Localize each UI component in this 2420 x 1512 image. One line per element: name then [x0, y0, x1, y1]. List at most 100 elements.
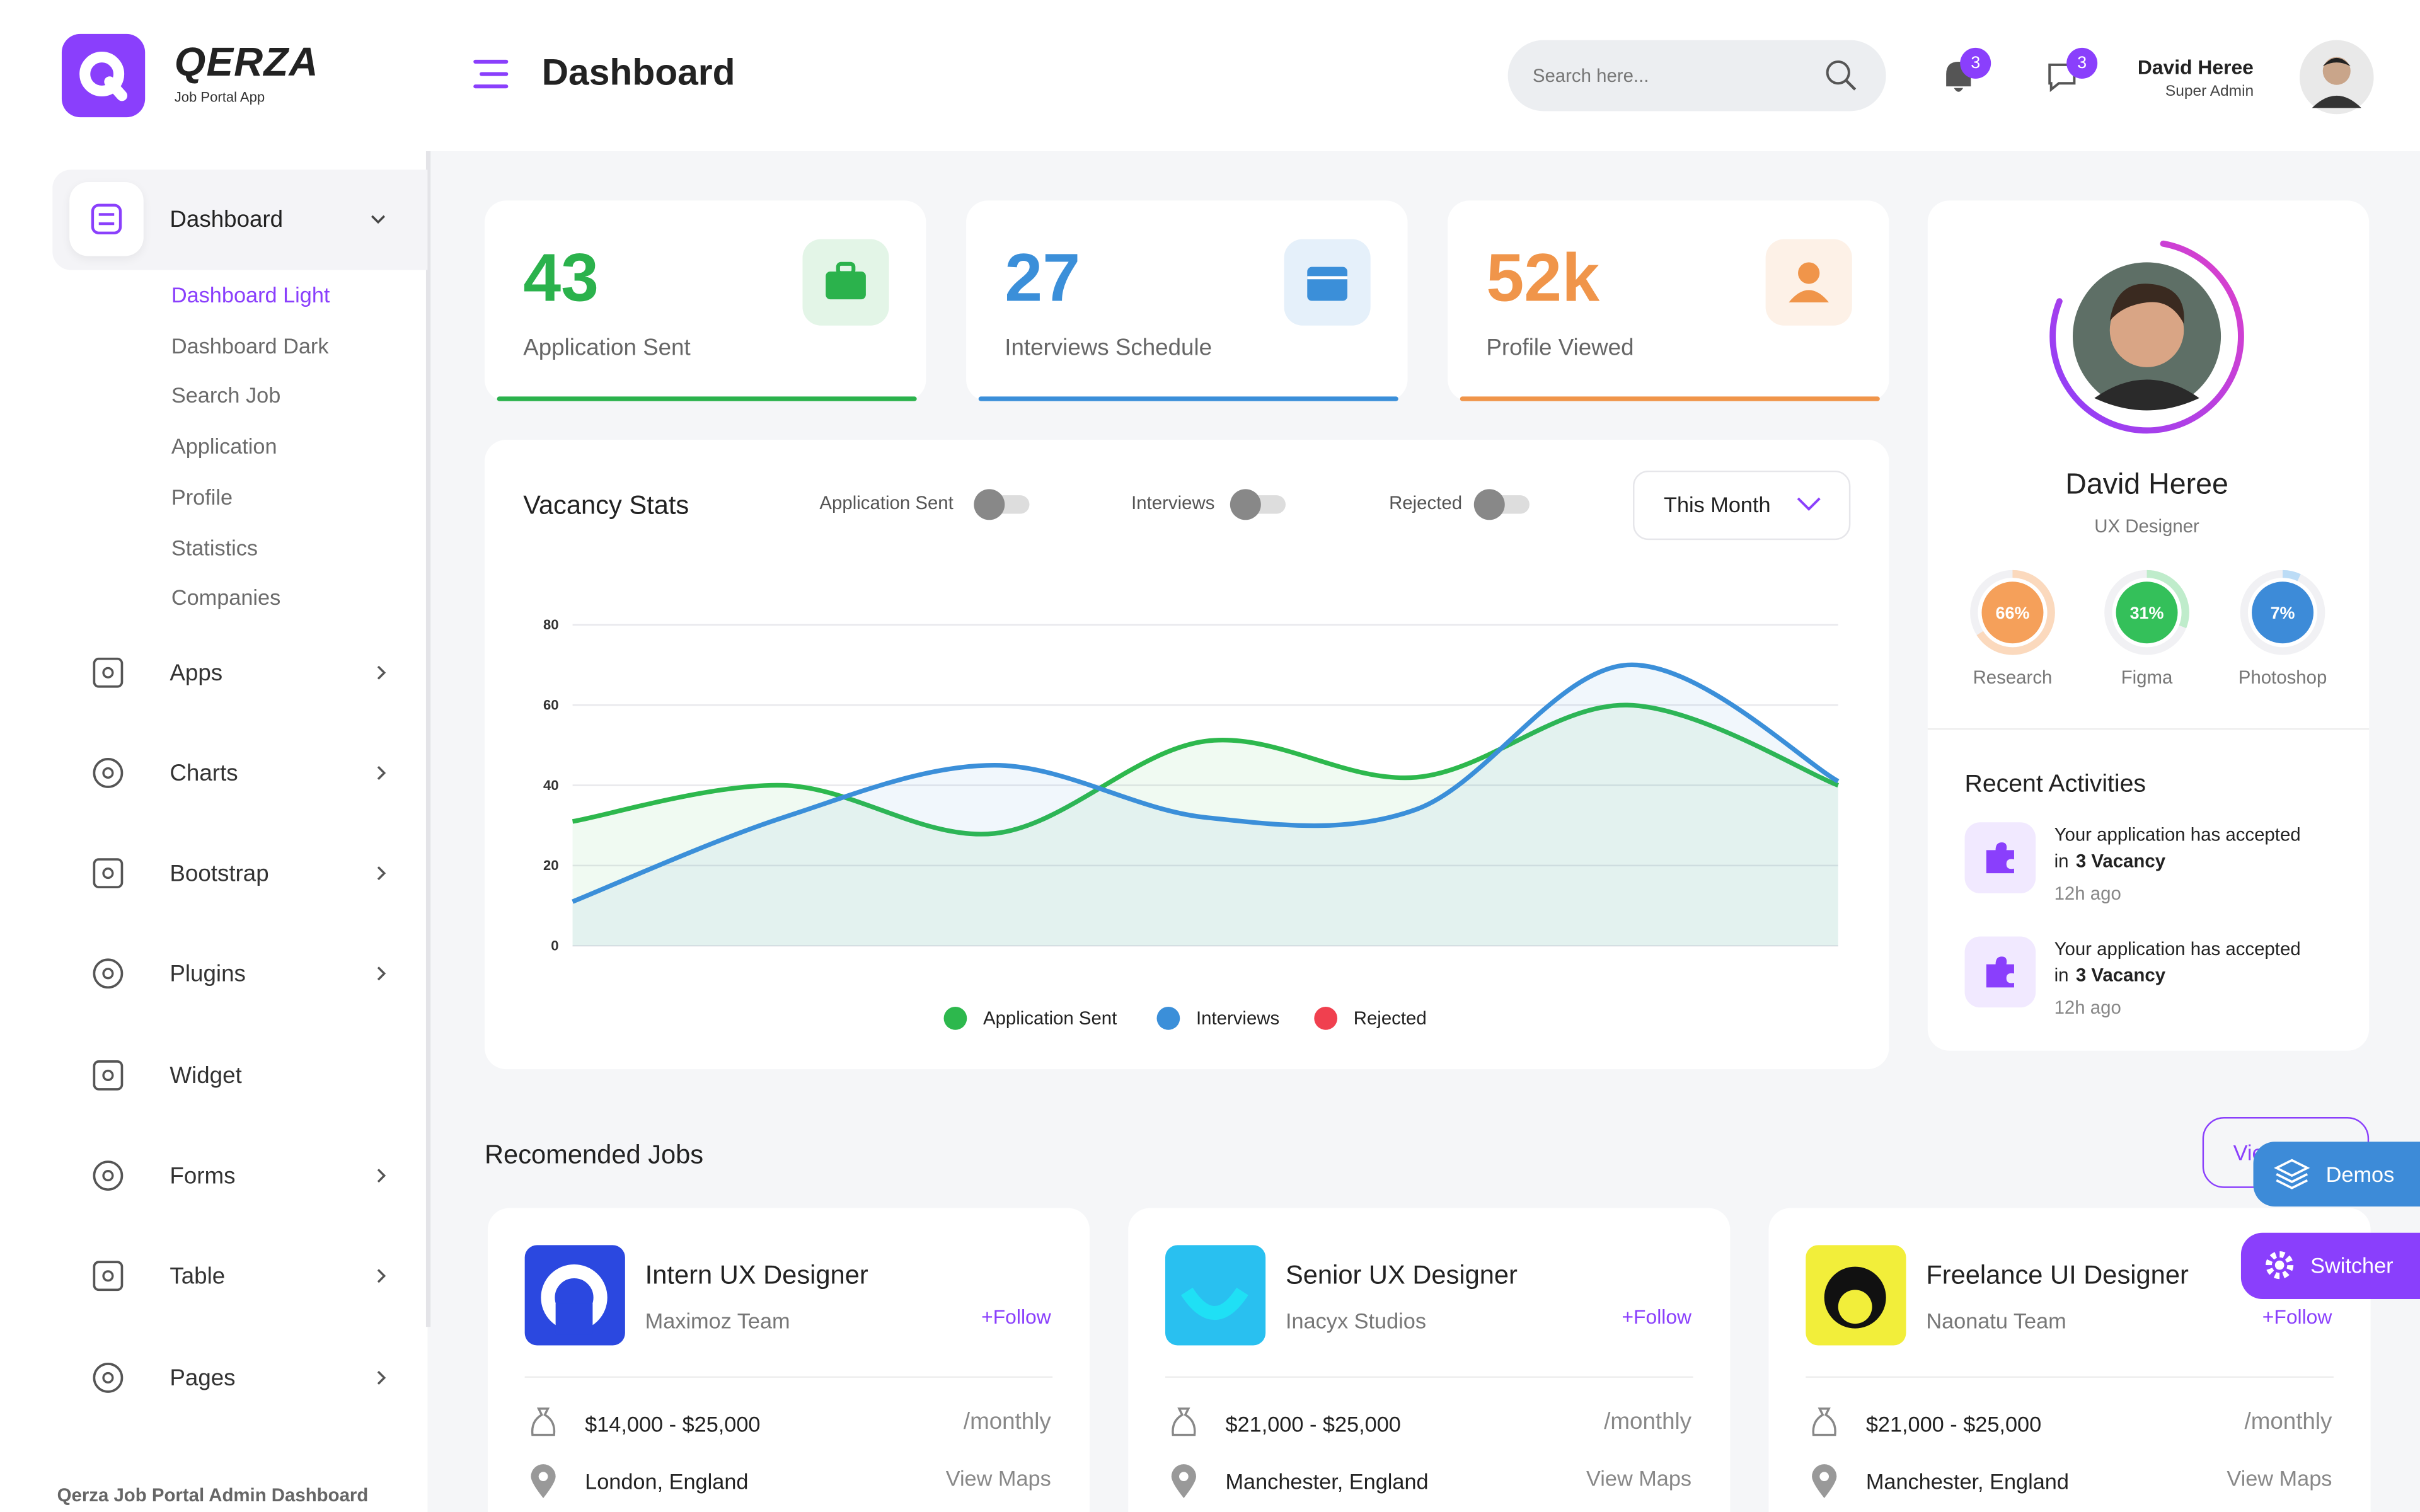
- skill-ring: 7%: [2240, 570, 2325, 655]
- series-toggle-label[interactable]: Application Sent: [819, 492, 954, 514]
- follow-link[interactable]: +Follow: [2262, 1305, 2332, 1329]
- submenu-label[interactable]: Profile: [171, 484, 233, 509]
- follow-link[interactable]: +Follow: [1622, 1305, 1692, 1329]
- profile-divider: [1927, 728, 2370, 730]
- briefcase: [826, 272, 866, 300]
- menu-icon-dot: [102, 868, 114, 879]
- activity-time: 12h ago: [2054, 882, 2121, 905]
- menu-label[interactable]: Charts: [170, 760, 238, 786]
- stat-label: Interviews Schedule: [1005, 334, 1213, 360]
- chevron-down: [371, 215, 386, 224]
- calendar-band: [1307, 276, 1347, 280]
- active-icon-box: [69, 181, 144, 256]
- submenu-label[interactable]: Application: [171, 433, 277, 459]
- dashboard-icon: [91, 203, 122, 235]
- legend-swatch: [943, 1006, 967, 1030]
- avatar-hair: [2322, 57, 2351, 67]
- period-label[interactable]: This Month: [1664, 492, 1771, 517]
- stat-icon: [1789, 262, 1829, 303]
- switcher-icon: [2266, 1251, 2294, 1280]
- demos-button[interactable]: [2253, 1142, 2420, 1207]
- skill-percent: 7%: [2271, 604, 2295, 622]
- chevron-right: [377, 1169, 386, 1183]
- toggle-knob: [1230, 489, 1261, 520]
- menu-label[interactable]: Widget: [170, 1062, 242, 1089]
- job-location: Manchester, England: [1865, 1469, 2069, 1494]
- legend-swatch: [1156, 1006, 1180, 1030]
- menu-icon-dot: [102, 1270, 114, 1282]
- skill-percent: 31%: [2130, 604, 2164, 622]
- search-placeholder: Search here...: [1532, 64, 1649, 87]
- submenu-label[interactable]: Dashboard Light: [171, 282, 330, 307]
- chevron: [377, 966, 386, 981]
- search-box[interactable]: [1507, 40, 1886, 112]
- job-company: Maximoz Team: [645, 1308, 790, 1333]
- chevron-right: [377, 765, 386, 780]
- activity-icon: [1986, 842, 2014, 874]
- legend-label: Interviews: [1196, 1008, 1279, 1029]
- menu-icon-dot: [102, 767, 114, 779]
- submenu-label[interactable]: Statistics: [171, 534, 258, 559]
- menu-label[interactable]: Forms: [170, 1162, 236, 1189]
- avatar-head: [2322, 57, 2351, 85]
- jobs-title: Recomended Jobs: [484, 1139, 704, 1169]
- stat-icon: [826, 261, 866, 300]
- skill-ring-arc: [1970, 570, 2055, 655]
- menu-label[interactable]: Pages: [170, 1365, 236, 1391]
- menu-label[interactable]: Dashboard: [170, 205, 284, 232]
- menu-label[interactable]: Apps: [170, 659, 223, 686]
- skill-ring: 66%: [1970, 570, 2055, 655]
- logo-q-tail: [104, 76, 128, 101]
- stat-label: Profile Viewed: [1486, 334, 1634, 360]
- y-tick-label: 60: [543, 697, 559, 713]
- area-fill: [572, 705, 1838, 946]
- map-link[interactable]: View Maps: [945, 1465, 1051, 1491]
- menu-label[interactable]: Table: [170, 1263, 226, 1290]
- menu-icon-dot: [102, 1170, 114, 1182]
- menu-icon-shape: [93, 758, 124, 788]
- brand-tagline: Job Portal App: [174, 88, 265, 105]
- menu-icon: [93, 1363, 124, 1393]
- salary-icon: [531, 1407, 556, 1436]
- job-period: /monthly: [963, 1408, 1051, 1435]
- skill-name: Research: [1973, 666, 2053, 689]
- series-toggle-label[interactable]: Rejected: [1389, 492, 1463, 514]
- person-body: [1789, 290, 1829, 303]
- map-link[interactable]: View Maps: [2227, 1465, 2332, 1491]
- stat-value: 43: [523, 241, 599, 317]
- salary-icon: [1812, 1407, 1836, 1436]
- follow-link[interactable]: +Follow: [981, 1305, 1051, 1329]
- menu-label[interactable]: Plugins: [170, 960, 246, 987]
- toggle-knob: [1473, 489, 1505, 520]
- series-toggle-label[interactable]: Interviews: [1131, 492, 1215, 514]
- notification-badge: 3: [1960, 47, 1991, 79]
- switcher-label[interactable]: Switcher: [2310, 1252, 2394, 1278]
- menu-icon-shape: [93, 858, 124, 889]
- pin: [1812, 1464, 1837, 1498]
- location-icon: [1171, 1464, 1196, 1498]
- activity-text: in: [2054, 850, 2069, 872]
- legend-label: Rejected: [1354, 1008, 1427, 1029]
- legend-swatch: [1314, 1006, 1338, 1030]
- job-title[interactable]: Freelance UI Designer: [1926, 1259, 2189, 1290]
- logo: [61, 33, 146, 118]
- puzzle: [1986, 842, 2014, 874]
- submenu-label[interactable]: Search Job: [171, 383, 281, 408]
- map-link[interactable]: View Maps: [1586, 1465, 1692, 1491]
- demos-label[interactable]: Demos: [2325, 1162, 2395, 1187]
- menu-lines[interactable]: [473, 59, 509, 89]
- submenu-label[interactable]: Dashboard Dark: [171, 333, 329, 358]
- logo-cut: [555, 1303, 593, 1335]
- job-title[interactable]: Senior UX Designer: [1286, 1259, 1518, 1290]
- submenu-label[interactable]: Companies: [171, 585, 281, 610]
- activity-icon: [1986, 956, 2014, 988]
- layers: [2274, 1159, 2310, 1189]
- switcher-button[interactable]: [2240, 1232, 2420, 1300]
- menu-label[interactable]: Bootstrap: [170, 860, 269, 886]
- dash-icon-frame: [91, 203, 122, 235]
- briefcase-handle: [836, 261, 856, 275]
- menu-icon-shape: [93, 958, 124, 989]
- chevron: [1797, 497, 1821, 511]
- header-bar: [0, 0, 2420, 152]
- job-title[interactable]: Intern UX Designer: [645, 1259, 868, 1290]
